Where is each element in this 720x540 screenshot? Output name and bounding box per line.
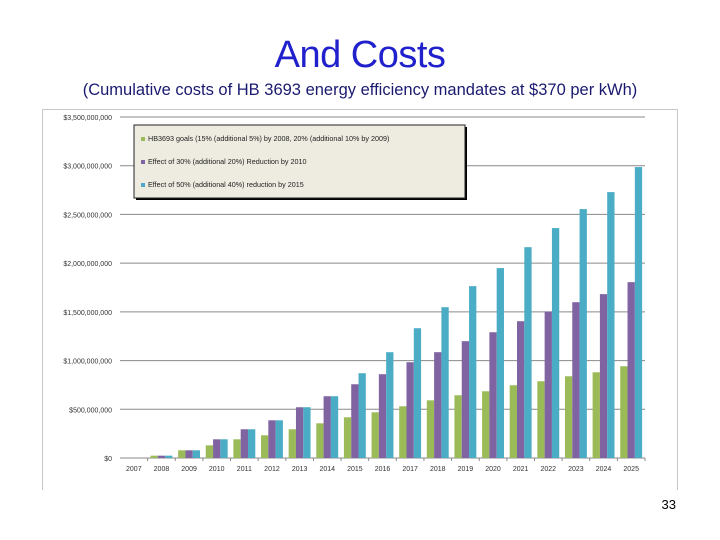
bar-green (343, 417, 352, 458)
x-tick-label: 2024 (596, 466, 612, 473)
x-tick-label: 2011 (237, 466, 252, 473)
x-tick-label: 2016 (375, 466, 391, 473)
y-tick-label: $3,000,000,000 (63, 164, 112, 171)
bar-purple (461, 341, 470, 458)
bar-green (454, 395, 462, 458)
legend-label: HB3693 goals (15% (additional 5%) by 200… (148, 134, 389, 143)
y-tick-label: $3,500,000,000 (63, 115, 112, 122)
legend-label: Effect of 50% (additional 40%) reduction… (148, 180, 304, 189)
x-tick-label: 2013 (292, 466, 308, 473)
bar-green (205, 445, 214, 458)
legend-swatch (141, 137, 145, 141)
y-tick-label: $2,500,000,000 (63, 212, 112, 219)
bar-cyan (220, 439, 228, 458)
bar-cyan (469, 286, 477, 458)
x-tick-label: 2022 (541, 466, 557, 473)
bar-cyan (441, 307, 449, 458)
bar-purple (627, 282, 635, 458)
y-tick-label: $0 (104, 456, 112, 463)
x-tick-label: 2012 (264, 466, 280, 473)
bar-cyan (386, 352, 394, 458)
x-tick-label: 2025 (623, 466, 639, 473)
bar-purple (213, 439, 221, 458)
x-tick-label: 2007 (126, 466, 142, 473)
bar-green (261, 435, 269, 458)
bar-cyan (330, 396, 339, 458)
x-tick-label: 2021 (513, 466, 529, 473)
bar-cyan (551, 228, 560, 458)
bar-cyan (634, 167, 643, 458)
legend-swatch (141, 160, 145, 164)
bar-cyan (275, 420, 283, 458)
x-tick-label: 2023 (568, 466, 584, 473)
bar-purple (489, 332, 497, 458)
slide-subtitle: (Cumulative costs of HB 3693 energy effi… (82, 81, 638, 99)
bar-cyan (524, 247, 532, 458)
legend-swatch (141, 183, 145, 187)
legend-label: Effect of 30% (additional 20%) Reduction… (148, 157, 307, 166)
bar-cyan (358, 373, 366, 458)
y-tick-label: $1,000,000,000 (63, 359, 112, 366)
bar-purple (434, 352, 442, 458)
x-tick-label: 2009 (181, 466, 197, 473)
bar-green (592, 372, 600, 458)
x-tick-label: 2010 (209, 466, 225, 473)
bar-green (426, 400, 435, 458)
bar-green (509, 385, 518, 458)
x-tick-label: 2015 (347, 466, 363, 473)
bar-purple (517, 321, 525, 458)
bar-cyan (192, 450, 201, 458)
bar-green (620, 366, 628, 458)
y-tick-label: $500,000,000 (69, 407, 112, 414)
bar-purple (268, 420, 276, 458)
bar-green (537, 381, 545, 458)
bar-purple (351, 384, 359, 458)
bar-green (371, 412, 379, 458)
slide-title: And Costs (274, 34, 446, 76)
page-number: 33 (661, 497, 676, 512)
bar-green (482, 391, 490, 458)
bar-green (399, 406, 407, 458)
chart-frame (42, 109, 678, 490)
bar-purple (323, 396, 331, 458)
bar-cyan (413, 328, 422, 458)
bar-purple (544, 311, 552, 458)
bar-cyan (496, 268, 504, 458)
bar-purple (295, 407, 304, 458)
y-tick-label: $1,500,000,000 (63, 310, 112, 317)
bar-green (178, 450, 186, 458)
bar-purple (406, 362, 414, 458)
bar-green (150, 455, 158, 458)
bar-cyan (579, 209, 587, 458)
bar-green (316, 423, 324, 458)
bar-green (288, 429, 296, 458)
x-tick-label: 2018 (430, 466, 446, 473)
bar-purple (572, 302, 580, 458)
bar-cyan (607, 192, 615, 458)
bar-cyan (247, 429, 256, 458)
bar-green (564, 376, 573, 458)
bar-green (233, 439, 241, 458)
legend-box (133, 124, 466, 199)
bar-purple (599, 294, 608, 458)
x-tick-label: 2008 (154, 466, 170, 473)
bar-cyan (165, 455, 173, 458)
x-tick-label: 2020 (485, 466, 501, 473)
x-tick-label: 2019 (458, 466, 474, 473)
y-tick-label: $2,000,000,000 (63, 261, 112, 268)
x-tick-label: 2017 (402, 466, 418, 473)
bar-cyan (303, 407, 311, 458)
x-tick-label: 2014 (319, 466, 335, 473)
bar-purple (185, 450, 193, 458)
bar-purple (240, 429, 248, 458)
bar-purple (378, 374, 387, 458)
bar-purple (157, 455, 166, 458)
